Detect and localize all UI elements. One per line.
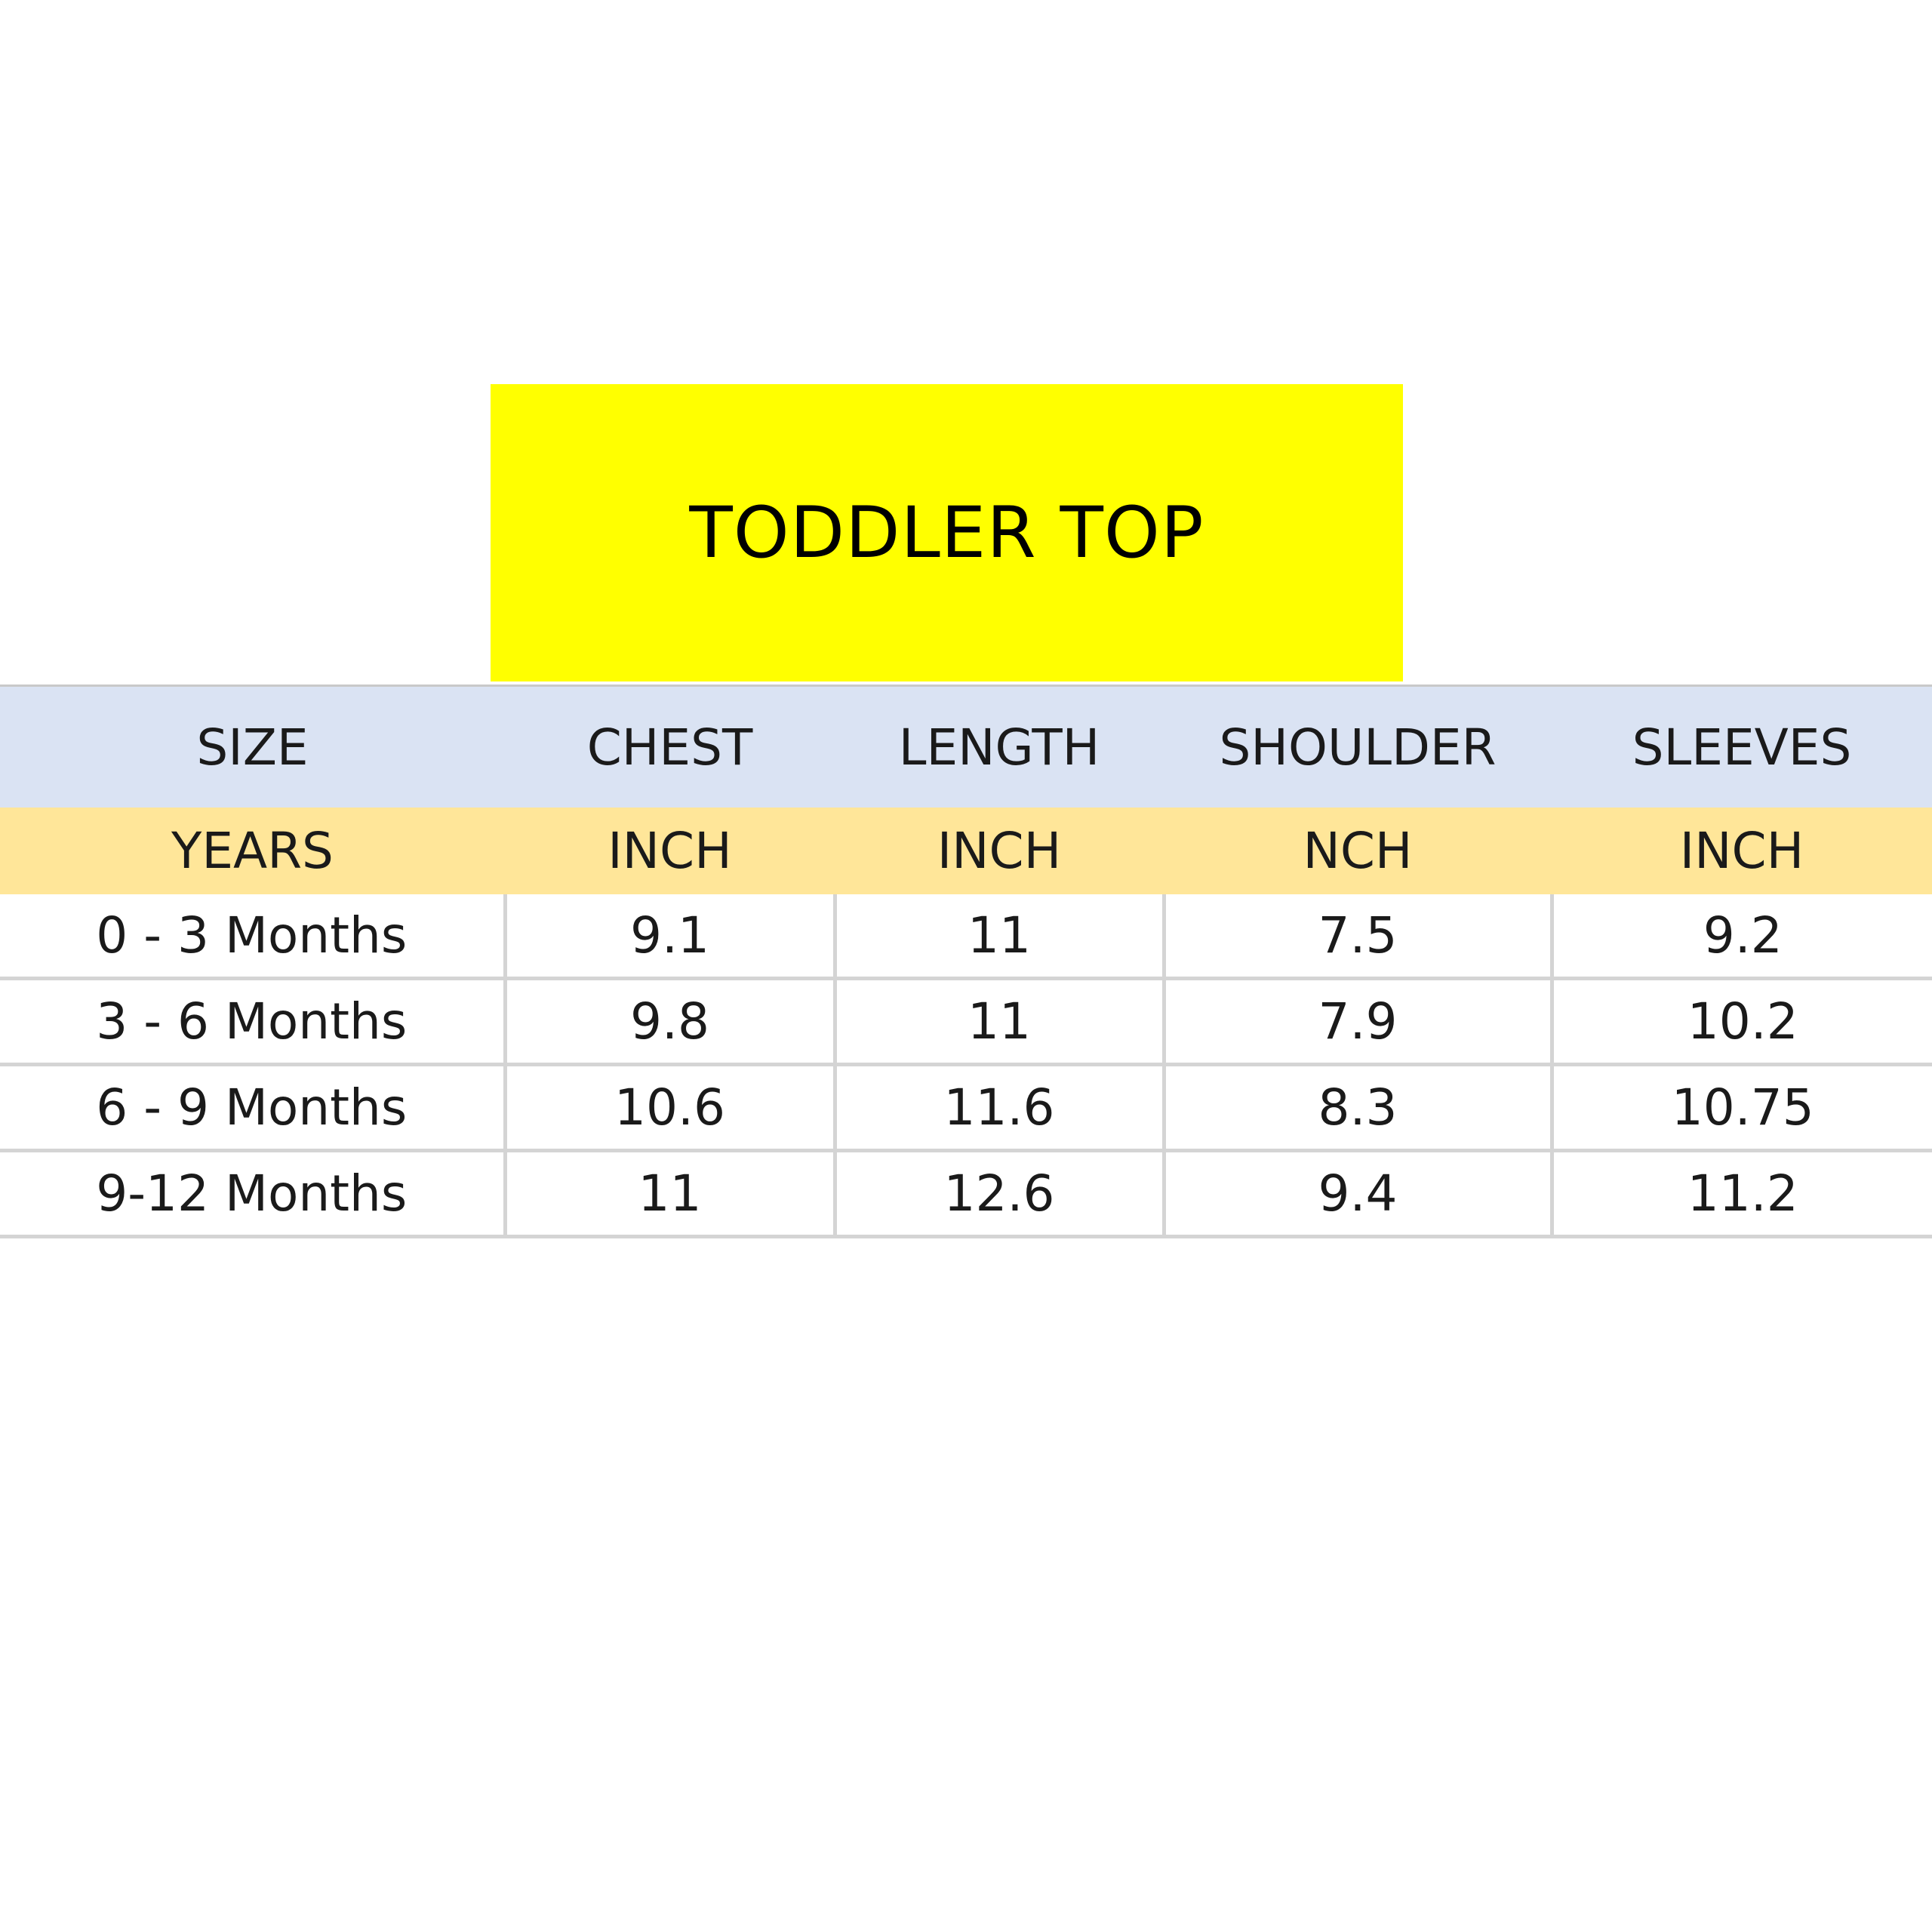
table-row: 6 - 9 Months 10.6 11.6 8.3 10.75 bbox=[0, 1064, 1932, 1152]
cell-chest: 9.8 bbox=[503, 978, 835, 1066]
header-length: LENGTH bbox=[835, 685, 1164, 808]
header-chest: CHEST bbox=[505, 685, 835, 808]
size-chart-table: SIZE CHEST LENGTH SHOULDER SLEEVES YEARS… bbox=[0, 685, 1932, 1238]
cell-shoulder: 7.9 bbox=[1161, 978, 1552, 1066]
cell-shoulder: 9.4 bbox=[1161, 1150, 1552, 1238]
header-shoulder: SHOULDER bbox=[1164, 685, 1552, 808]
header-row: SIZE CHEST LENGTH SHOULDER SLEEVES bbox=[0, 685, 1932, 808]
unit-length: INCH bbox=[835, 808, 1164, 894]
cell-shoulder: 8.3 bbox=[1161, 1064, 1552, 1152]
unit-row: YEARS INCH INCH NCH INCH bbox=[0, 808, 1932, 894]
cell-length: 11 bbox=[832, 978, 1164, 1066]
cell-size: 9-12 Months bbox=[0, 1150, 505, 1238]
table-row: 3 - 6 Months 9.8 11 7.9 10.2 bbox=[0, 978, 1932, 1066]
cell-sleeves: 10.2 bbox=[1549, 978, 1932, 1066]
cell-size: 0 - 3 Months bbox=[0, 894, 505, 980]
cell-length: 11.6 bbox=[832, 1064, 1164, 1152]
cell-chest: 11 bbox=[503, 1150, 835, 1238]
cell-sleeves: 10.75 bbox=[1549, 1064, 1932, 1152]
unit-sleeves: INCH bbox=[1552, 808, 1932, 894]
cell-sleeves: 11.2 bbox=[1549, 1150, 1932, 1238]
cell-length: 11 bbox=[832, 894, 1164, 980]
cell-shoulder: 7.5 bbox=[1161, 894, 1552, 980]
table-row: 0 - 3 Months 9.1 11 7.5 9.2 bbox=[0, 894, 1932, 980]
title-banner: TODDLER TOP bbox=[491, 384, 1403, 681]
cell-chest: 10.6 bbox=[503, 1064, 835, 1152]
cell-chest: 9.1 bbox=[503, 894, 835, 980]
unit-shoulder: NCH bbox=[1164, 808, 1552, 894]
unit-size: YEARS bbox=[0, 808, 505, 894]
unit-chest: INCH bbox=[505, 808, 835, 894]
cell-size: 6 - 9 Months bbox=[0, 1064, 505, 1152]
page-title: TODDLER TOP bbox=[689, 491, 1204, 574]
cell-length: 12.6 bbox=[832, 1150, 1164, 1238]
cell-sleeves: 9.2 bbox=[1549, 894, 1932, 980]
cell-size: 3 - 6 Months bbox=[0, 978, 505, 1066]
table-row: 9-12 Months 11 12.6 9.4 11.2 bbox=[0, 1150, 1932, 1238]
header-sleeves: SLEEVES bbox=[1552, 685, 1932, 808]
header-size: SIZE bbox=[0, 685, 505, 808]
